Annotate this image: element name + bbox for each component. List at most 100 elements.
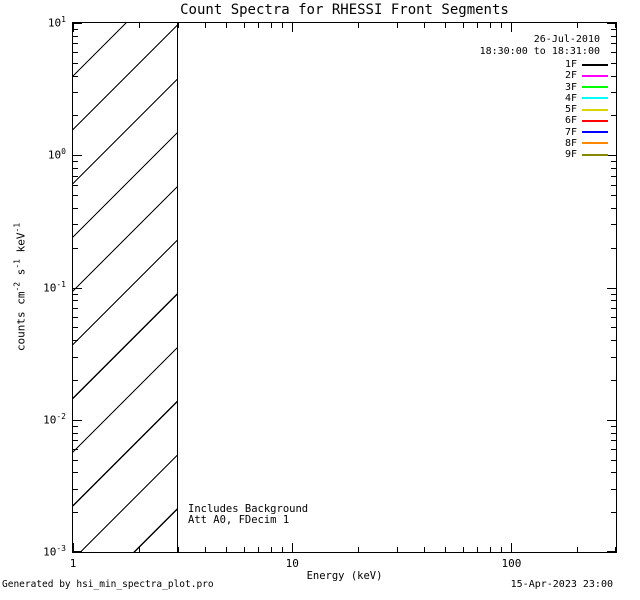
legend-entry-9F: 9F	[488, 149, 608, 160]
x-minor-tick	[490, 23, 492, 28]
y-minor-tick	[73, 224, 78, 226]
y-minor-tick	[611, 161, 616, 163]
y-minor-tick	[611, 472, 616, 474]
x-minor-tick	[615, 23, 616, 28]
x-minor-tick	[445, 23, 447, 28]
legend-entry-label: 2F	[564, 70, 577, 82]
x-minor-tick	[258, 547, 260, 552]
y-minor-tick	[73, 92, 78, 94]
y-minor-tick	[73, 340, 78, 342]
y-minor-tick	[73, 62, 78, 64]
y-tick-label: 101	[47, 15, 66, 30]
legend-entry-2F: 2F	[488, 70, 608, 81]
y-minor-tick	[73, 432, 78, 434]
legend-color-line	[582, 86, 608, 88]
y-minor-tick	[611, 432, 616, 434]
x-minor-tick	[424, 547, 426, 552]
legend-color-line	[582, 119, 608, 122]
y-minor-tick	[611, 224, 616, 226]
y-minor-tick	[73, 43, 78, 45]
y-minor-tick	[611, 379, 616, 381]
y-minor-tick	[73, 449, 78, 451]
y-minor-tick	[611, 356, 616, 358]
y-minor-tick	[73, 327, 78, 329]
x-minor-tick	[501, 23, 503, 28]
y-minor-tick	[73, 488, 78, 490]
y-minor-tick	[611, 184, 616, 186]
x-major-tick	[73, 23, 74, 32]
legend-entry-8F: 8F	[488, 138, 608, 149]
x-tick-label: 1	[69, 557, 77, 570]
y-minor-tick	[611, 459, 616, 461]
y-minor-tick	[73, 293, 78, 295]
x-tick-label: 100	[501, 557, 522, 570]
x-axis-title: Energy (keV)	[306, 570, 383, 582]
annotation-attenuator-state: Att A0, FDecim 1	[188, 514, 290, 526]
legend-entry-3F: 3F	[488, 82, 608, 93]
x-minor-tick	[445, 547, 447, 552]
x-minor-tick	[462, 547, 464, 552]
y-minor-tick	[611, 488, 616, 490]
x-minor-tick	[282, 23, 284, 28]
legend-color-line	[582, 131, 608, 133]
legend-color-line	[582, 63, 608, 66]
x-minor-tick	[270, 547, 272, 552]
x-tick-label: 10	[285, 557, 299, 570]
y-minor-tick	[73, 316, 78, 318]
y-minor-tick	[611, 449, 616, 451]
y-minor-tick	[73, 35, 78, 37]
y-minor-tick	[73, 425, 78, 427]
legend-entry-7F: 7F	[488, 127, 608, 138]
y-tick-label: 10-2	[43, 411, 66, 427]
y-minor-tick	[611, 316, 616, 318]
y-minor-tick	[611, 195, 616, 197]
hatched-region	[73, 23, 178, 552]
y-minor-tick	[611, 512, 616, 514]
x-minor-tick	[477, 23, 479, 28]
x-minor-tick	[282, 547, 284, 552]
y-minor-tick	[73, 75, 78, 77]
y-minor-tick	[73, 300, 78, 302]
legend-entry-label: 1F	[564, 59, 577, 70]
legend-entry-5F: 5F	[488, 104, 608, 115]
x-minor-tick	[358, 23, 360, 28]
y-minor-tick	[611, 175, 616, 177]
y-minor-tick	[73, 161, 78, 163]
x-minor-tick	[258, 23, 260, 28]
y-major-tick	[73, 419, 82, 421]
legend-entry-label: 9F	[564, 149, 577, 160]
generated-by-text: Generated by hsi_min_spectra_plot.pro	[2, 579, 214, 590]
y-minor-tick	[73, 52, 78, 54]
y-minor-tick	[73, 168, 78, 170]
x-minor-tick	[204, 547, 206, 552]
legend-color-line	[582, 153, 608, 156]
x-minor-tick	[577, 23, 579, 28]
legend-color-line	[582, 142, 608, 145]
y-minor-tick	[611, 43, 616, 45]
x-minor-tick	[396, 547, 398, 552]
y-major-tick	[73, 23, 82, 24]
legend-color-line	[582, 74, 608, 77]
x-minor-tick	[177, 23, 179, 28]
legend-entry-label: 3F	[564, 81, 577, 93]
y-minor-tick	[611, 62, 616, 64]
y-minor-tick	[611, 340, 616, 342]
y-major-tick	[607, 23, 616, 24]
x-minor-tick	[270, 23, 272, 28]
legend-entry-label: 5F	[564, 104, 577, 115]
y-tick-label: 10-3	[43, 544, 66, 559]
annotation-includes-background: Includes Background	[188, 503, 309, 515]
x-minor-tick	[396, 23, 398, 28]
y-minor-tick	[73, 29, 78, 31]
x-major-tick	[73, 543, 74, 552]
y-minor-tick	[73, 175, 78, 177]
x-minor-tick	[615, 547, 616, 552]
x-minor-tick	[358, 547, 360, 552]
y-minor-tick	[73, 207, 78, 209]
y-minor-tick	[611, 307, 616, 309]
x-minor-tick	[226, 23, 228, 28]
x-minor-tick	[177, 547, 179, 552]
x-major-tick	[511, 23, 513, 32]
y-major-tick	[607, 287, 616, 289]
